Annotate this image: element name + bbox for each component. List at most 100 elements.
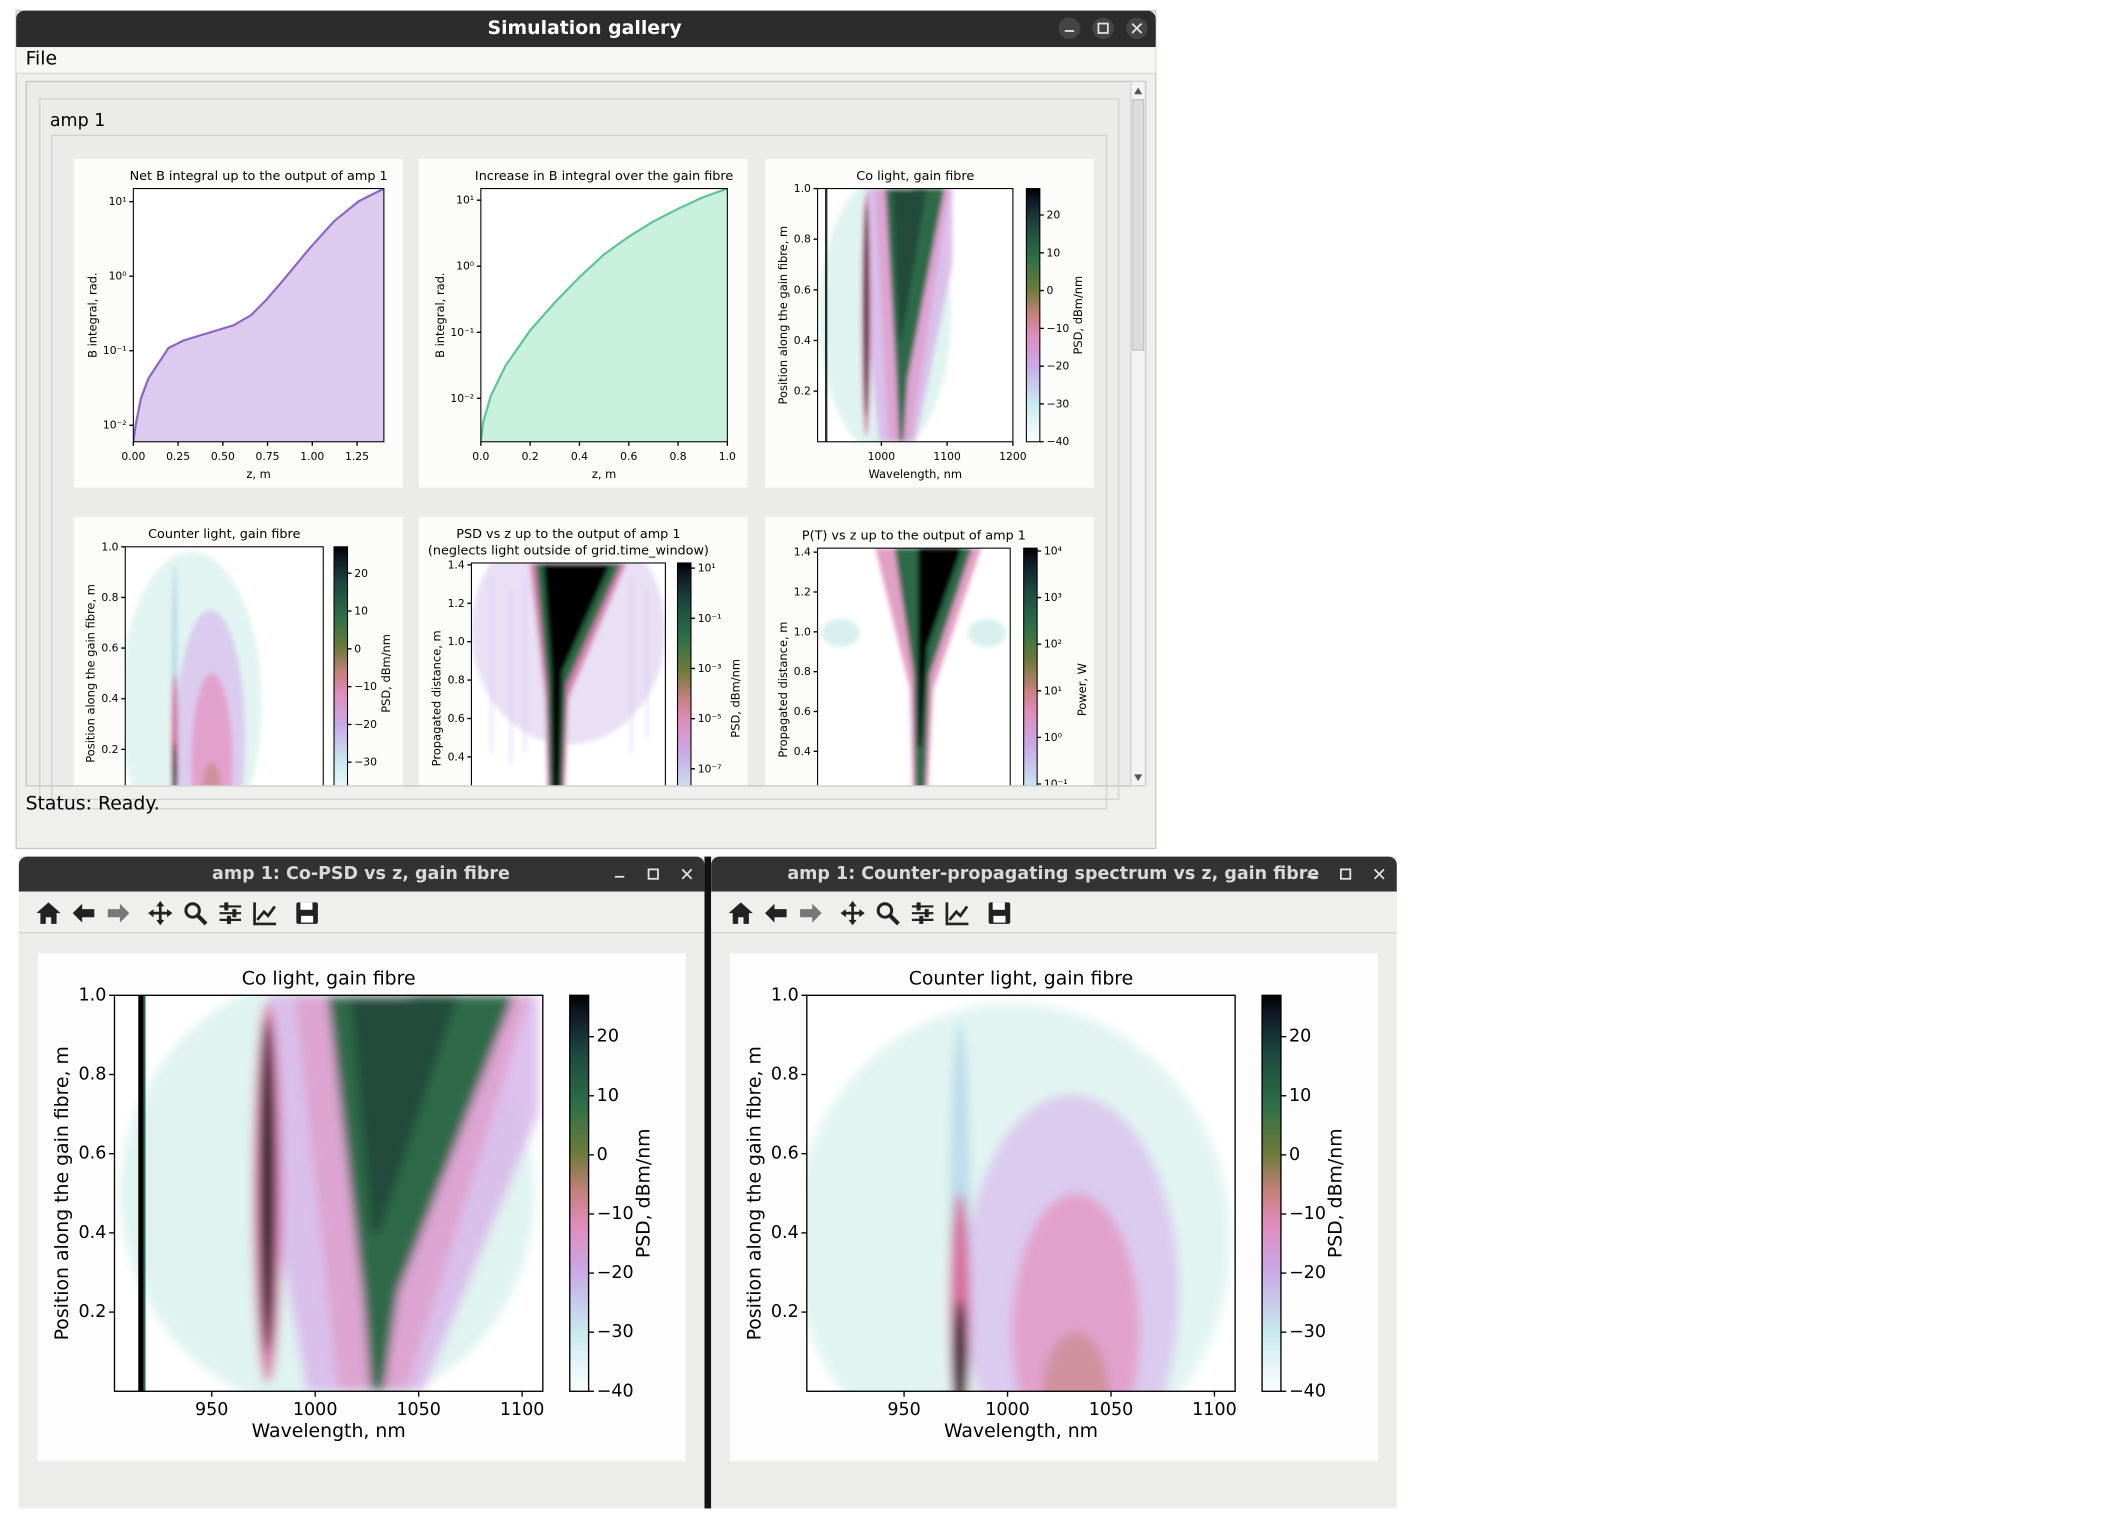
plot-area <box>471 562 666 786</box>
icon <box>300 902 313 910</box>
maximize-button[interactable] <box>1340 868 1352 880</box>
gallery-item[interactable]: Counter light, gain fibre 0.2 0.4 0.6 0.8 1.0… <box>74 517 403 863</box>
axes-frame <box>817 547 1011 786</box>
x-tick-label: 0.50 <box>211 450 235 463</box>
home-button[interactable] <box>728 902 753 924</box>
heat-shape <box>825 188 827 442</box>
window-title: amp 1: Counter-propagating spectrum vs z… <box>787 864 1319 884</box>
colorbar-tick-label: 10 <box>597 1086 619 1106</box>
edit-axes-button[interactable] <box>945 902 969 926</box>
area-line <box>133 188 384 442</box>
minimize-button[interactable] <box>1058 17 1081 40</box>
zoom-button[interactable] <box>876 902 900 926</box>
heat-sharp <box>138 995 146 1392</box>
y-tick-label: 1.2 <box>794 585 811 598</box>
y-tick-label: 10¹ <box>109 195 127 208</box>
gallery-item[interactable]: Increase in B integral over the gain fib… <box>418 158 748 488</box>
icon <box>992 902 1005 910</box>
configure-button[interactable] <box>219 902 242 924</box>
scrollbar-thumb[interactable] <box>1132 98 1145 351</box>
close-button[interactable] <box>1373 868 1385 880</box>
save-button[interactable] <box>988 902 1011 924</box>
y-axis-label: Position along the gain fibre, m <box>776 226 790 405</box>
back-button[interactable] <box>765 903 787 923</box>
plot-window: amp 1: Counter-propagating spectrum vs z… <box>711 856 1397 1509</box>
plot-title: (neglects light outside of grid.time_win… <box>428 543 709 558</box>
heat-shape <box>821 618 860 648</box>
plot-window: amp 1: Co-PSD vs z, gain fibre Co light, … <box>18 856 705 1509</box>
axes-frame <box>806 994 1236 1392</box>
gallery-item[interactable]: PSD vs z up to the output of amp 1(negle… <box>418 517 748 846</box>
x-tick-label: 1100 <box>1192 1400 1237 1420</box>
icon <box>232 909 237 918</box>
x-tick-label: 0.75 <box>256 450 280 463</box>
axes-frame <box>470 562 666 786</box>
y-tick-label: 1.0 <box>101 540 118 553</box>
menu-bar <box>16 47 1156 73</box>
icon <box>253 902 277 926</box>
pan-button[interactable] <box>148 901 173 926</box>
heat-soft <box>806 1003 1231 1392</box>
colorbar-tick-label: 10⁻⁷ <box>698 762 722 775</box>
colorbar-label: PSD, dBm/nm <box>379 634 393 713</box>
maximize-button[interactable] <box>647 868 659 880</box>
area-line <box>480 188 728 442</box>
x-axis-label: Wavelength, nm <box>868 467 962 481</box>
edit-axes-button[interactable] <box>253 902 277 926</box>
x-axis-label: z, m <box>246 467 270 481</box>
save-button[interactable] <box>296 902 318 924</box>
x-tick-label: 0.4 <box>571 450 588 463</box>
inner-frame <box>51 134 1108 810</box>
zoom-button[interactable] <box>184 902 208 926</box>
gallery-item[interactable]: Co light, gain fibre 1000 1100 1200 Waveleng… <box>765 158 1094 488</box>
gallery-item[interactable]: P(T) vs z up to the output of amp 1 0.2 0.… <box>765 517 1094 846</box>
gallery-item[interactable]: Net B integral up to the output of amp 1… <box>74 158 403 488</box>
glyph <box>1373 868 1385 880</box>
y-tick-label: 1.0 <box>448 635 465 648</box>
heat-shape <box>967 618 1007 648</box>
y-axis-label: B integral, rad. <box>85 272 99 357</box>
window-gap <box>704 856 712 1509</box>
y-tick-label: 1.0 <box>771 985 799 1005</box>
colorbar-tick-label: 10⁻³ <box>698 662 722 675</box>
colorbar-tick-label: 0 <box>354 642 361 655</box>
colorbar-tick-label: 0 <box>1289 1145 1300 1165</box>
x-tick-label: 1050 <box>396 1400 441 1420</box>
forward-button[interactable] <box>107 903 130 923</box>
menu-item[interactable]: File <box>26 49 58 70</box>
x-tick-label: 0.8 <box>669 450 686 463</box>
y-tick-label: 1.4 <box>448 558 465 571</box>
heat-shape <box>645 590 648 739</box>
icon <box>993 915 1006 923</box>
icon <box>196 914 208 926</box>
colorbar-tick-label: −30 <box>354 756 377 769</box>
icon <box>888 914 900 926</box>
scroll-up[interactable] <box>1134 87 1143 95</box>
close-button[interactable] <box>681 868 693 880</box>
x-tick-label: 1000 <box>293 1400 338 1420</box>
x-tick-label: 0.2 <box>522 450 539 463</box>
heat-shape <box>490 576 493 753</box>
y-tick-label: 0.6 <box>771 1144 799 1164</box>
y-tick-label: 10⁻¹ <box>450 326 474 339</box>
heat-shape <box>894 548 972 786</box>
icon <box>36 902 61 924</box>
colorbar-tick-label: −20 <box>354 718 377 731</box>
y-tick-label: 0.2 <box>101 743 118 756</box>
y-tick-label: 0.4 <box>79 1223 107 1243</box>
forward-button[interactable] <box>800 903 822 923</box>
icon <box>224 902 229 911</box>
y-axis-label: Position along the gain fibre, m <box>744 1046 765 1340</box>
icon <box>226 915 231 924</box>
back-button[interactable] <box>72 903 95 923</box>
close-button[interactable] <box>1126 17 1148 40</box>
button-bg <box>1092 17 1114 40</box>
colorbar-tick-label: −10 <box>1047 322 1070 335</box>
pan-button[interactable] <box>840 901 865 926</box>
heat-shape <box>630 576 633 753</box>
maximize-button[interactable] <box>1092 17 1114 40</box>
y-tick-label: 10⁻² <box>103 419 127 432</box>
scroll-down[interactable] <box>1134 774 1143 782</box>
configure-button[interactable] <box>911 902 934 924</box>
home-button[interactable] <box>36 902 61 924</box>
